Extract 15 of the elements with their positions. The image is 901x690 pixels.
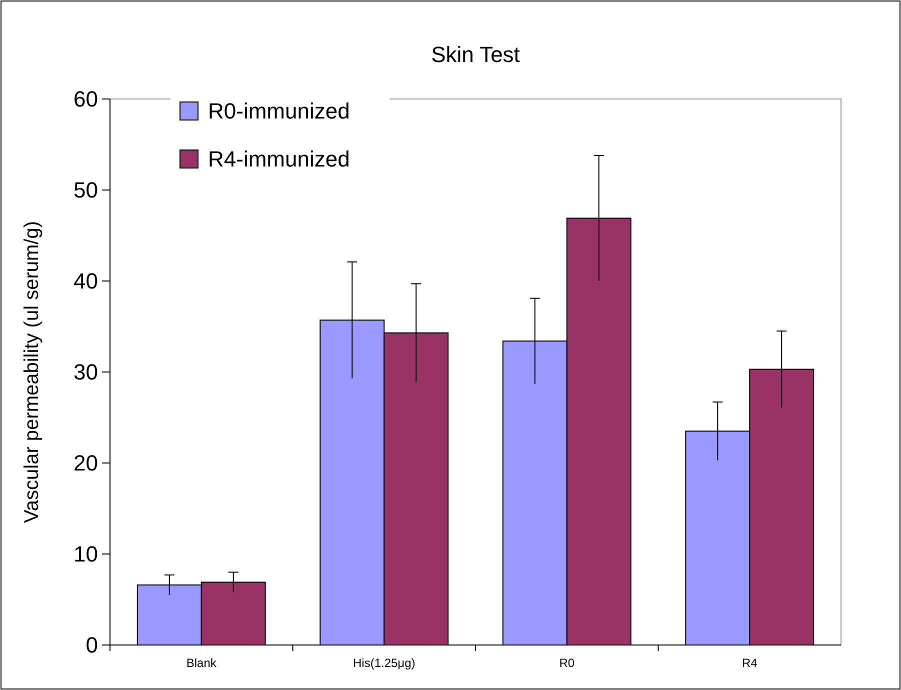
y-tick-label: 40 [74,268,98,294]
y-tick-label: 50 [74,178,98,203]
legend-label: R4-immunized [208,146,350,172]
y-tick-label: 0 [86,632,98,658]
x-tick-label: R0 [559,656,575,670]
x-tick-label: His(1.25μg) [352,656,416,670]
y-axis-title: Vascular permeability (ul serum/g) [21,221,43,523]
legend-label: R0-immunized [208,98,350,124]
y-tick-label: 60 [74,86,98,112]
y-tick-label: 10 [74,542,98,567]
x-tick-label: Blank [186,656,218,670]
y-tick-label: 20 [74,450,98,476]
chart-title: Skin Test [431,42,520,67]
y-tick-label: 30 [74,360,98,385]
x-tick-label: R4 [742,656,758,670]
